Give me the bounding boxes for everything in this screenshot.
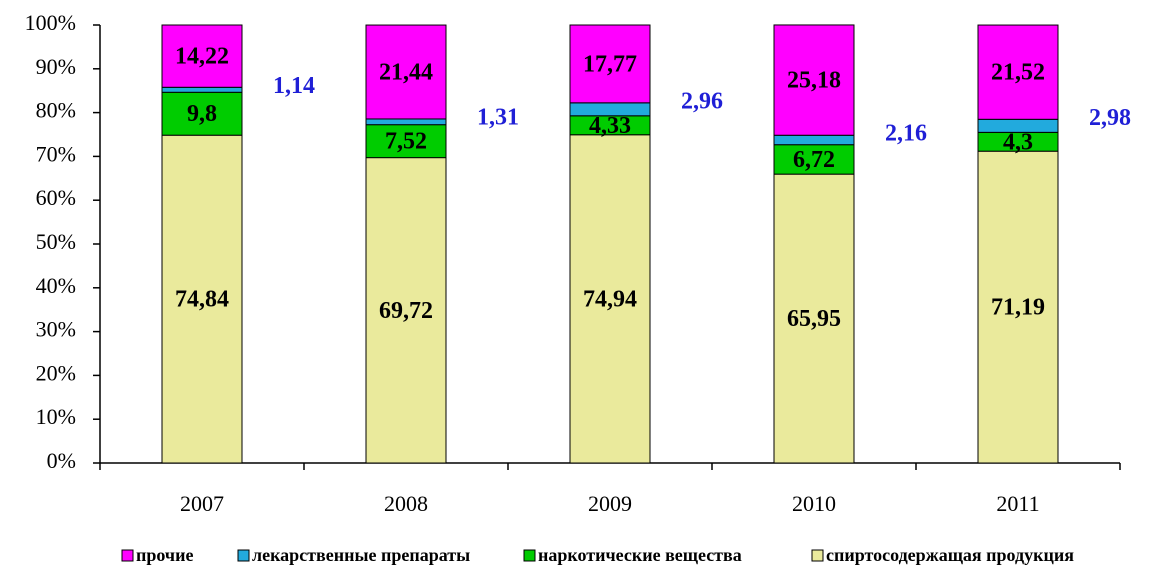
y-tick-label: 100% xyxy=(25,10,76,35)
y-tick-label: 30% xyxy=(36,317,76,342)
data-label: 2,96 xyxy=(681,88,723,114)
legend-label: спиртосодержащая продукция xyxy=(826,545,1074,565)
data-label: 25,18 xyxy=(787,68,841,94)
x-tick-label: 2010 xyxy=(792,491,836,516)
bar-segment xyxy=(365,118,447,126)
y-tick-label: 10% xyxy=(36,404,76,429)
bar-segment xyxy=(569,134,651,464)
bar-segment xyxy=(161,91,243,136)
bar-segment xyxy=(365,124,447,159)
data-label: 21,52 xyxy=(991,60,1045,86)
y-tick-label: 50% xyxy=(36,229,76,254)
y-tick-label: 40% xyxy=(36,273,76,298)
data-label: 2,16 xyxy=(885,121,927,147)
data-label: 1,14 xyxy=(273,73,315,99)
bar-segment xyxy=(773,24,855,136)
bar-segment xyxy=(977,24,1059,120)
data-label: 2,98 xyxy=(1089,105,1131,131)
y-tick-label: 20% xyxy=(36,360,76,385)
legend-swatch xyxy=(523,549,536,562)
legend-swatch xyxy=(811,549,824,562)
data-label: 1,31 xyxy=(477,104,519,130)
y-tick-label: 90% xyxy=(36,54,76,79)
legend-label: прочие xyxy=(136,545,193,565)
legend-label: наркотические вещества xyxy=(538,545,742,565)
data-label: 4,33 xyxy=(589,113,631,139)
data-label: 7,52 xyxy=(385,129,427,155)
data-label: 21,44 xyxy=(379,59,433,85)
y-tick-label: 70% xyxy=(36,141,76,166)
bar-segment xyxy=(977,150,1059,464)
x-tick-label: 2008 xyxy=(384,491,428,516)
data-label: 14,22 xyxy=(175,44,229,70)
bar-segment xyxy=(569,24,651,104)
data-label: 65,95 xyxy=(787,306,841,332)
y-tick-label: 80% xyxy=(36,98,76,123)
bar-segment xyxy=(569,102,651,117)
data-label: 9,8 xyxy=(187,101,217,127)
data-label: 4,3 xyxy=(1003,129,1033,155)
legend-swatch xyxy=(121,549,134,562)
bar-segment xyxy=(977,118,1059,133)
bar-segment xyxy=(365,157,447,464)
legend-swatch xyxy=(237,549,250,562)
y-tick-label: 0% xyxy=(47,448,76,473)
x-tick-label: 2009 xyxy=(588,491,632,516)
x-tick-label: 2007 xyxy=(180,491,224,516)
x-tick-label: 2011 xyxy=(996,491,1039,516)
bar-segment xyxy=(161,24,243,88)
data-label: 71,19 xyxy=(991,295,1045,321)
data-label: 6,72 xyxy=(793,147,835,173)
bar-segment xyxy=(365,24,447,120)
legend-label: лекарственные препараты xyxy=(252,545,470,565)
data-label: 17,77 xyxy=(583,51,637,77)
bar-segment xyxy=(773,134,855,146)
y-tick-label: 60% xyxy=(36,185,76,210)
bar-segment xyxy=(773,173,855,464)
data-label: 74,94 xyxy=(583,286,637,312)
data-label: 69,72 xyxy=(379,298,433,324)
data-label: 74,84 xyxy=(175,287,229,313)
bar-segment xyxy=(161,86,243,93)
